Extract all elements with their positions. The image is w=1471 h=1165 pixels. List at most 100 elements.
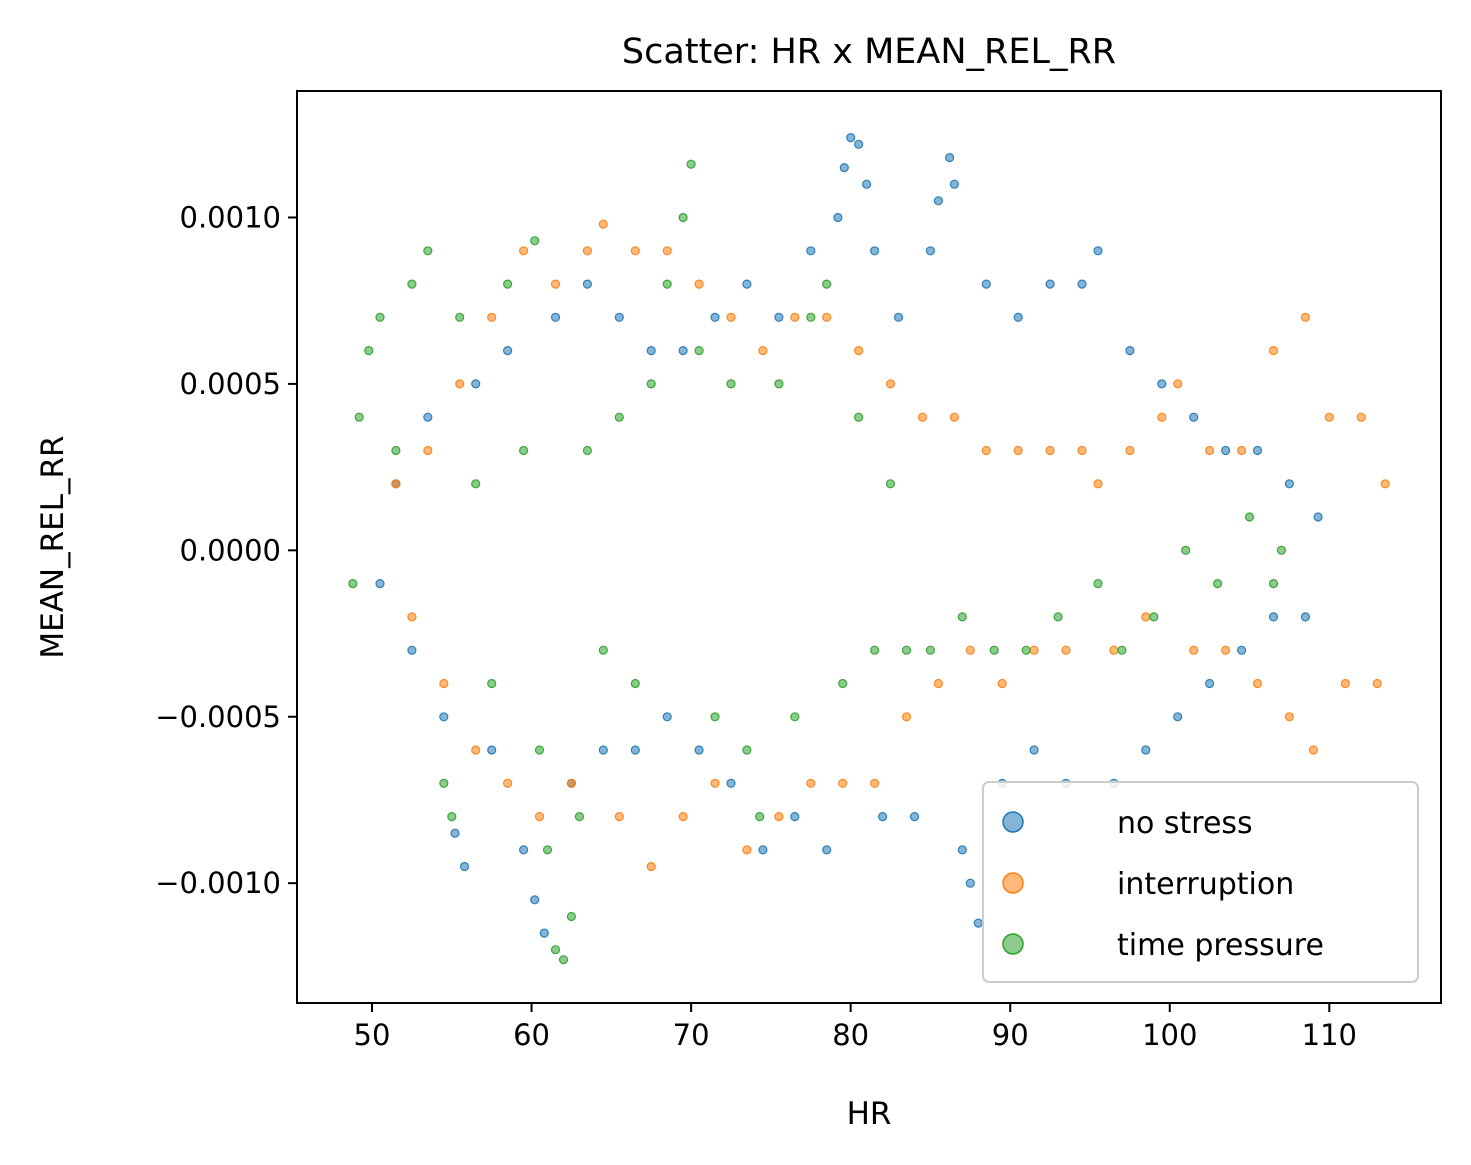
y-tick-label: −0.0010: [155, 866, 281, 900]
point: [957, 612, 967, 622]
point: [391, 445, 401, 456]
legend-label: time pressure: [1117, 928, 1324, 963]
point: [965, 878, 975, 888]
point: [530, 895, 540, 905]
point: [981, 279, 991, 289]
point: [755, 811, 765, 822]
point: [1284, 712, 1295, 722]
point: [1189, 645, 1199, 655]
y-tick-label: −0.0005: [155, 700, 281, 734]
point: [503, 346, 513, 356]
point: [530, 236, 540, 246]
point: [598, 745, 608, 755]
point: [1252, 678, 1263, 689]
point: [582, 279, 593, 289]
point: [542, 845, 553, 855]
point: [630, 678, 640, 689]
series-interruption: [391, 219, 1390, 872]
point: [1045, 279, 1055, 289]
point: [710, 712, 720, 722]
point: [550, 279, 561, 289]
point: [885, 479, 896, 489]
point: [1313, 512, 1323, 522]
point: [550, 945, 561, 955]
point: [1204, 445, 1215, 456]
point: [1236, 645, 1247, 655]
point: [909, 811, 920, 822]
point: [1204, 678, 1215, 689]
point: [471, 745, 481, 755]
point: [1268, 612, 1279, 622]
plot-frame: [296, 90, 1442, 1004]
point: [1284, 479, 1295, 489]
point: [893, 312, 904, 322]
point: [957, 845, 967, 855]
point: [1268, 578, 1279, 589]
point: [742, 745, 752, 755]
legend: no stress interruption time pressure: [982, 781, 1419, 983]
point: [455, 312, 465, 322]
point: [1061, 645, 1071, 655]
point: [726, 379, 736, 389]
point: [839, 163, 849, 173]
point: [694, 745, 704, 755]
point: [981, 445, 991, 456]
point: [518, 445, 529, 456]
x-tick-label: 100: [1142, 1018, 1197, 1052]
point: [539, 928, 549, 938]
series-no-stress: [375, 133, 1323, 938]
point: [646, 379, 656, 389]
point: [774, 811, 784, 822]
point: [1077, 279, 1087, 289]
series-time-pressure: [348, 159, 1287, 965]
point: [997, 678, 1007, 689]
point: [790, 811, 800, 822]
point: [423, 412, 433, 422]
x-tick-label: 110: [1302, 1018, 1357, 1052]
point: [710, 312, 720, 322]
point: [391, 479, 401, 489]
point: [917, 412, 928, 422]
point: [503, 279, 513, 289]
point: [1324, 412, 1334, 422]
point: [833, 212, 843, 223]
point: [662, 279, 672, 289]
point: [726, 312, 736, 322]
point: [869, 246, 880, 256]
point: [459, 861, 470, 872]
y-axis: −0.0010 −0.0005 0.0000 0.0005 0.0010: [155, 200, 297, 900]
point: [742, 845, 752, 855]
point: [558, 955, 569, 965]
point: [869, 778, 880, 788]
point: [630, 745, 640, 755]
point: [944, 153, 955, 163]
point: [646, 346, 656, 356]
point: [1125, 346, 1135, 356]
point: [742, 279, 752, 289]
point: [1093, 479, 1103, 489]
point: [566, 778, 577, 788]
point: [423, 445, 433, 456]
point: [1013, 312, 1023, 322]
point: [925, 246, 936, 256]
point: [933, 196, 944, 206]
point: [662, 246, 672, 256]
point: [614, 811, 624, 822]
point: [877, 811, 888, 822]
point: [439, 678, 449, 689]
point: [973, 918, 983, 928]
y-tick-label: 0.0010: [180, 200, 281, 234]
point: [686, 159, 696, 169]
point: [407, 645, 417, 655]
point: [518, 246, 529, 256]
point: [1077, 445, 1087, 456]
point: [1053, 612, 1063, 622]
point: [518, 845, 529, 855]
point: [790, 312, 800, 322]
point: [1157, 379, 1167, 389]
x-tick-label: 70: [673, 1018, 710, 1052]
point: [989, 645, 999, 655]
x-tick-label: 60: [513, 1018, 550, 1052]
point: [1300, 612, 1311, 622]
point: [439, 778, 449, 788]
